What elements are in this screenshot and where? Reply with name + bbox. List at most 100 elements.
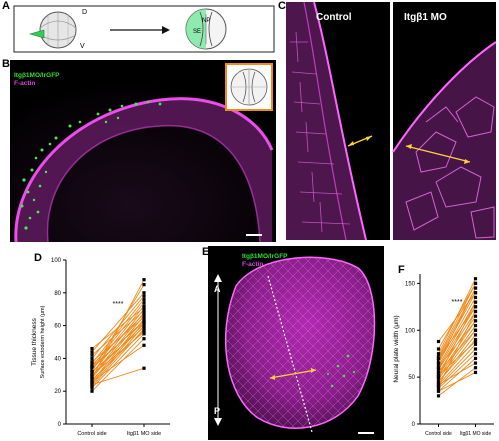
mo-point (142, 301, 146, 305)
control-point (90, 383, 94, 387)
pair-line (438, 306, 476, 368)
mo-point (473, 370, 478, 375)
y-tick-label: 0 (58, 422, 62, 428)
y-tick-label: 0 (412, 422, 416, 428)
midline (267, 275, 313, 433)
significance-label: **** (113, 301, 124, 308)
control-point (90, 350, 94, 354)
panel-a-schematic: D V NP SE (13, 5, 275, 53)
mo-point (142, 312, 146, 316)
y-axis-label: Tissue thickness (31, 317, 38, 366)
control-point (436, 373, 441, 377)
panel-label-f: F (398, 264, 405, 276)
control-point (90, 346, 94, 351)
control-point (90, 373, 94, 377)
mo-point (142, 330, 146, 334)
pair-line (438, 292, 476, 342)
inset-embryo (225, 63, 273, 111)
mo-point (473, 352, 478, 356)
control-point (90, 378, 94, 382)
control-point (90, 365, 94, 369)
ventral-label: V (80, 43, 85, 50)
control-point (90, 379, 94, 383)
control-point (90, 368, 94, 372)
control-half (286, 2, 373, 240)
y-tick-label: 100 (51, 258, 62, 264)
pair-line (438, 297, 476, 364)
mo-point (142, 317, 146, 321)
control-point (436, 366, 441, 370)
y-tick-label: 40 (54, 356, 61, 362)
control-point (90, 363, 94, 367)
mo-point (473, 338, 478, 342)
control-point (436, 384, 441, 389)
control-point (436, 368, 441, 372)
mo-point (473, 356, 478, 360)
mo-point (142, 310, 146, 315)
legend-gfp-e: Itgβ1MO/lrGFP (242, 253, 288, 260)
control-point (436, 389, 441, 393)
pair-line (438, 301, 476, 378)
embryo-icon-right (185, 8, 227, 50)
mo-point (142, 294, 146, 298)
y-tick-label: 50 (408, 375, 415, 381)
pair-line (438, 329, 476, 380)
control-point (436, 377, 441, 381)
mo-point (142, 366, 146, 370)
mo-point (142, 320, 146, 324)
mo-point (142, 314, 146, 318)
chart-f: 0 50 100 150 Control side Itgβ1 MO side Neural… (393, 274, 494, 437)
mo-point (473, 300, 478, 304)
control-point (90, 386, 94, 390)
pair-line (91, 344, 145, 382)
y-tick-label: 80 (54, 291, 61, 297)
pair-line (438, 372, 476, 392)
control-point (436, 383, 441, 387)
pair-line (91, 367, 145, 386)
mo-label: Itgβ1 MO (404, 12, 447, 23)
mo-point (142, 304, 146, 308)
pair-line (438, 311, 476, 387)
control-point (436, 380, 441, 384)
panel-c-micrograph: Control Itgβ1 MO (286, 2, 496, 240)
mo-point (473, 361, 478, 365)
mo-point (473, 342, 478, 346)
control-point (90, 374, 94, 379)
mo-point (142, 327, 146, 331)
mo-point (473, 295, 478, 300)
control-point (436, 394, 441, 398)
mo-point (473, 277, 478, 281)
dorsal-label: D (82, 9, 87, 16)
mo-point (473, 323, 478, 328)
mo-point (142, 332, 146, 336)
pair-line (91, 331, 145, 376)
chart-d: 0 20 40 60 80 100 Control side Itgβ1 MO side Tis… (31, 258, 170, 437)
panel-label-c: C (278, 0, 286, 12)
control-point (436, 386, 441, 390)
measure-arrow-e (269, 369, 317, 379)
mo-point (142, 291, 146, 295)
control-point (90, 381, 94, 385)
mo-point (142, 283, 146, 287)
control-point (90, 384, 94, 388)
pair-line (438, 341, 476, 376)
pair-line (91, 299, 145, 364)
pair-line (438, 283, 476, 350)
significance-label: **** (452, 299, 463, 306)
mo-half (392, 41, 496, 240)
y-axis-sublabel: Surface ectoderm height (μm) (40, 305, 46, 378)
y-axis-label: Neural plate width (μm) (393, 315, 400, 382)
gfp-speckles-e (327, 354, 356, 388)
mo-point (142, 325, 146, 329)
x-tick-label: Control side (77, 431, 106, 437)
pair-line (91, 333, 145, 389)
mo-point (473, 305, 478, 309)
mo-point (142, 337, 146, 341)
panel-f: F 0 50 100 150 Control side Itgβ1 MO side Neur… (386, 244, 499, 441)
control-point (436, 356, 441, 360)
scale-bar-e (358, 432, 374, 434)
mo-point (473, 366, 478, 370)
se-label: SE (193, 29, 201, 35)
control-point (90, 366, 94, 370)
panel-e-micrograph: Itgβ1MO/lrGFP F-actin A P (208, 246, 384, 440)
